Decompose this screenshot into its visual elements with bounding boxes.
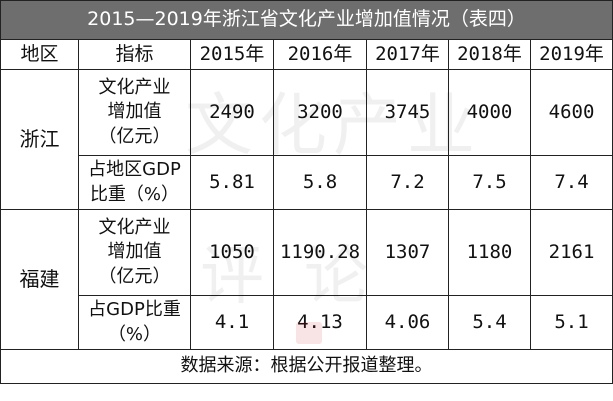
value-cell: 2161 bbox=[529, 209, 613, 296]
value-cell: 4000 bbox=[448, 69, 531, 156]
header-indicator: 指标 bbox=[78, 39, 191, 70]
header-year-2015: 2015年 bbox=[190, 39, 274, 70]
table-row: 浙江 文化产业 增加值 （亿元） 2490 3200 3745 4000 460… bbox=[0, 69, 613, 210]
value-cell: 1050 bbox=[190, 209, 274, 296]
table-row: 占地区GDP 比重（%） 5.81 5.8 7.2 7.5 7.4 bbox=[1, 155, 613, 210]
value-cell: 3745 bbox=[366, 69, 449, 156]
header-row: 地区 指标 2015年 2016年 2017年 2018年 2019年 bbox=[0, 39, 613, 70]
value-cell: 3200 bbox=[273, 69, 367, 156]
value-cell: 4.13 bbox=[273, 295, 367, 350]
value-cell: 5.8 bbox=[273, 155, 367, 210]
value-cell: 4.1 bbox=[190, 295, 274, 350]
header-year-2019: 2019年 bbox=[529, 39, 613, 70]
value-cell: 1180 bbox=[448, 209, 531, 296]
seal-mark bbox=[296, 322, 322, 344]
value-cell: 4.06 bbox=[366, 295, 449, 350]
table-row: 福建 文化产业 增加值 （亿元） 1050 1190.28 1307 1180 … bbox=[0, 209, 613, 350]
table-title: 2015—2019年浙江省文化产业增加值情况（表四） bbox=[0, 0, 613, 40]
culture-industry-table: 2015—2019年浙江省文化产业增加值情况（表四） 地区 指标 2015年 2… bbox=[0, 0, 613, 384]
header-region: 地区 bbox=[0, 39, 79, 70]
region-zhejiang: 浙江 bbox=[0, 69, 79, 210]
indicator-label: 占GDP比重 （%） bbox=[78, 295, 191, 350]
indicator-label: 占地区GDP 比重（%） bbox=[78, 155, 191, 210]
indicator-label: 文化产业 增加值 （亿元） bbox=[78, 69, 191, 156]
value-cell: 1307 bbox=[366, 209, 449, 296]
source-note: 数据来源：根据公开报道整理。 bbox=[0, 349, 613, 384]
value-cell: 1190.28 bbox=[273, 209, 367, 296]
value-cell: 5.81 bbox=[190, 155, 274, 210]
value-cell: 5.4 bbox=[448, 295, 531, 350]
value-cell: 7.5 bbox=[448, 155, 531, 210]
value-cell: 2490 bbox=[190, 69, 274, 156]
region-fujian: 福建 bbox=[0, 209, 79, 350]
value-cell: 4600 bbox=[529, 69, 613, 156]
value-cell: 5.1 bbox=[529, 295, 613, 350]
value-cell: 7.4 bbox=[529, 155, 613, 210]
value-cell: 7.2 bbox=[366, 155, 449, 210]
header-year-2017: 2017年 bbox=[366, 39, 449, 70]
header-year-2016: 2016年 bbox=[273, 39, 367, 70]
table-row: 占GDP比重 （%） 4.1 4.13 4.06 5.4 5.1 bbox=[1, 295, 613, 350]
header-year-2018: 2018年 bbox=[448, 39, 531, 70]
indicator-label: 文化产业 增加值 （亿元） bbox=[78, 209, 191, 296]
